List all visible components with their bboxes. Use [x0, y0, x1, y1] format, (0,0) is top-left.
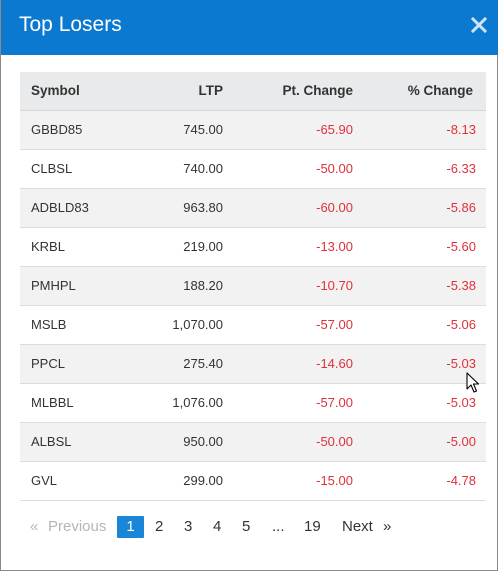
pt-change-cell: -14.60 [316, 356, 353, 371]
losers-table: Symbol LTP Pt. Change % Change GBBD85 74… [20, 72, 486, 501]
pt-change-cell: -50.00 [316, 161, 353, 176]
page-link-4[interactable]: 4 [213, 518, 222, 535]
pct-change-cell: -5.00 [446, 434, 476, 449]
symbol-cell: MSLB [31, 317, 67, 332]
pct-change-cell: -5.03 [446, 395, 476, 410]
table-row[interactable]: GBBD85 745.00 -65.90 -8.13 [20, 110, 486, 149]
ltp-cell: 1,070.00 [172, 317, 223, 332]
pct-change-cell: -5.86 [446, 200, 476, 215]
previous-page-link: Previous [48, 518, 107, 535]
next-page-link[interactable]: Next [342, 518, 373, 535]
page-link-3[interactable]: 3 [184, 518, 193, 535]
page-link-5[interactable]: 5 [242, 518, 251, 535]
mouse-pointer-icon [466, 372, 480, 399]
table-body: GBBD85 745.00 -65.90 -8.13 CLBSL 740.00 … [20, 110, 486, 500]
symbol-cell: PMHPL [31, 278, 76, 293]
table-row[interactable]: GVL 299.00 -15.00 -4.78 [20, 461, 486, 500]
symbol-cell: MLBBL [31, 395, 74, 410]
ltp-cell: 188.20 [183, 278, 223, 293]
table-row[interactable]: ADBLD83 963.80 -60.00 -5.86 [20, 188, 486, 227]
pt-change-cell: -57.00 [316, 317, 353, 332]
table-row[interactable]: PPCL 275.40 -14.60 -5.03 [20, 344, 486, 383]
pt-change-cell: -15.00 [316, 473, 353, 488]
ltp-cell: 1,076.00 [172, 395, 223, 410]
column-header-symbol[interactable]: Symbol [20, 72, 135, 111]
pt-change-cell: -60.00 [316, 200, 353, 215]
table-row[interactable]: KRBL 219.00 -13.00 -5.60 [20, 227, 486, 266]
symbol-cell: CLBSL [31, 161, 73, 176]
pct-change-cell: -4.78 [446, 473, 476, 488]
ltp-cell: 275.40 [183, 356, 223, 371]
table-row[interactable]: MSLB 1,070.00 -57.00 -5.06 [20, 305, 486, 344]
symbol-cell: ALBSL [31, 434, 72, 449]
symbol-cell: ADBLD83 [31, 200, 89, 215]
page-link-1[interactable]: 1 [117, 516, 144, 538]
pct-change-cell: -8.13 [446, 122, 476, 137]
symbol-cell: PPCL [31, 356, 65, 371]
pt-change-cell: -65.90 [316, 122, 353, 137]
symbol-cell: GBBD85 [31, 122, 83, 137]
symbol-cell: KRBL [31, 239, 65, 254]
pt-change-cell: -10.70 [316, 278, 353, 293]
previous-arrow-icon: « [30, 518, 39, 535]
ltp-cell: 963.80 [183, 200, 223, 215]
next-arrow-icon[interactable]: » [383, 518, 392, 535]
ltp-cell: 740.00 [183, 161, 223, 176]
pct-change-cell: -5.06 [446, 317, 476, 332]
close-icon[interactable] [470, 14, 488, 36]
modal-header: Top Losers [1, 0, 498, 55]
pct-change-cell: -5.60 [446, 239, 476, 254]
ltp-cell: 219.00 [183, 239, 223, 254]
table-row[interactable]: CLBSL 740.00 -50.00 -6.33 [20, 149, 486, 188]
pt-change-cell: -13.00 [316, 239, 353, 254]
pct-change-cell: -5.03 [446, 356, 476, 371]
table-row[interactable]: MLBBL 1,076.00 -57.00 -5.03 [20, 383, 486, 422]
table-header-row: Symbol LTP Pt. Change % Change [20, 72, 486, 111]
ltp-cell: 299.00 [183, 473, 223, 488]
table-row[interactable]: ALBSL 950.00 -50.00 -5.00 [20, 422, 486, 461]
pct-change-cell: -5.38 [446, 278, 476, 293]
table-row[interactable]: PMHPL 188.20 -10.70 -5.38 [20, 266, 486, 305]
symbol-cell: GVL [31, 473, 58, 488]
column-header-pct-change[interactable]: % Change [353, 72, 486, 111]
pt-change-cell: -57.00 [316, 395, 353, 410]
page-link-19[interactable]: 19 [304, 518, 321, 535]
pct-change-cell: -6.33 [446, 161, 476, 176]
modal-title: Top Losers [19, 13, 122, 36]
column-header-ltp[interactable]: LTP [135, 72, 223, 111]
ltp-cell: 745.00 [183, 122, 223, 137]
pt-change-cell: -50.00 [316, 434, 353, 449]
page-link-2[interactable]: 2 [155, 518, 164, 535]
ltp-cell: 950.00 [183, 434, 223, 449]
column-header-pt-change[interactable]: Pt. Change [223, 72, 353, 111]
losers-table-container: Symbol LTP Pt. Change % Change GBBD85 74… [20, 72, 486, 501]
pagination-ellipsis: ... [272, 518, 285, 535]
